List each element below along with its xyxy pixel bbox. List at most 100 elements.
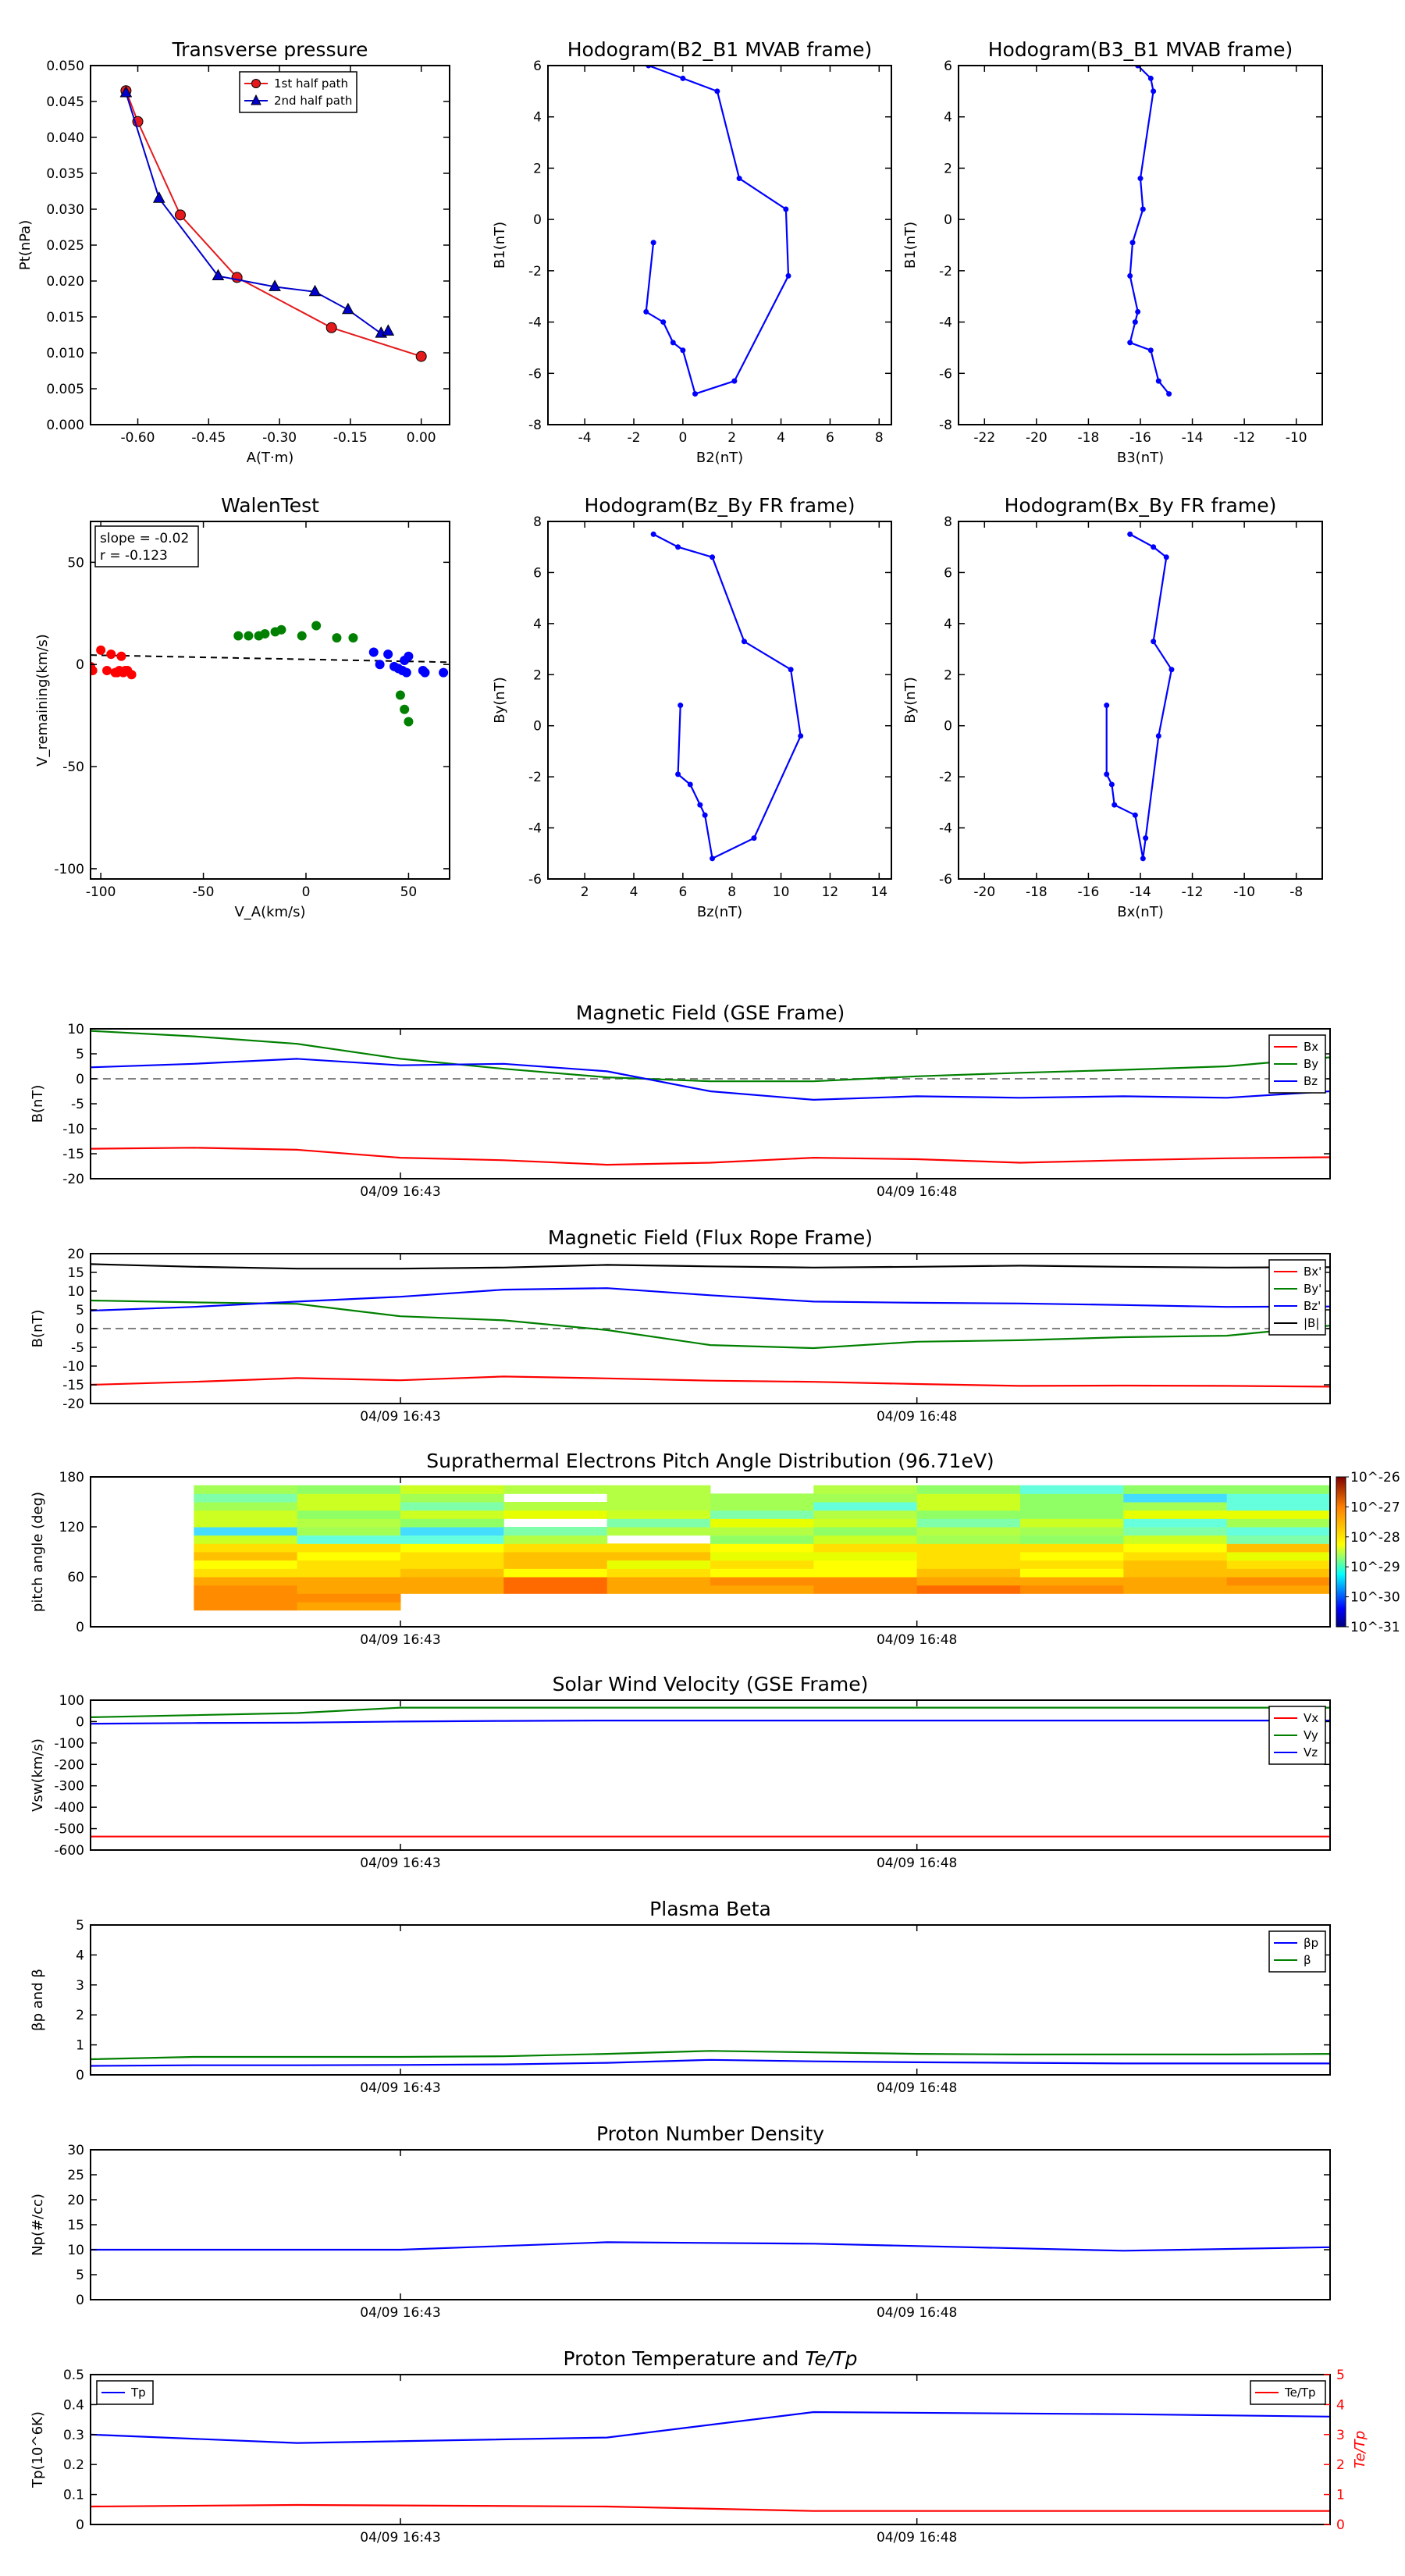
heatmap-cell (1020, 1568, 1124, 1578)
heatmap-cell (194, 1527, 298, 1536)
plot-area (91, 621, 450, 727)
series-line-1 (91, 2050, 1330, 2061)
series-line-1 (91, 1299, 1330, 1350)
heatmap-cell (1226, 1585, 1330, 1594)
y-tick-label: 10 (67, 2243, 84, 2258)
heatmap-cell (194, 1543, 298, 1553)
legend: 1st half path 2nd half path (239, 71, 357, 113)
x-tick-label: -12 (1233, 430, 1255, 446)
data-point (710, 554, 716, 560)
data-point (680, 347, 686, 354)
data-point (91, 666, 98, 676)
x-tick-label: -4 (578, 430, 592, 446)
y-axis-label: Tp(10^6K) (30, 2411, 46, 2489)
heatmap-cell (813, 1585, 918, 1594)
x-tick-label: -20 (973, 884, 995, 900)
y-tick-label: 6 (533, 59, 542, 74)
colorbar-tick-label: 10^-30 (1350, 1590, 1400, 1606)
y-tick-label: 10 (67, 1284, 84, 1300)
heatmap-cell (813, 1560, 918, 1569)
x-tick-label: -18 (1026, 884, 1048, 900)
y-tick-label: -6 (939, 366, 952, 382)
data-point (1163, 554, 1169, 560)
y-tick-label: 0 (76, 2068, 84, 2083)
legend: Te/Tp (1250, 2380, 1326, 2405)
y-tick-label: 5 (76, 1303, 84, 1318)
chart-bgse: Magnetic Field (GSE Frame) 04/09 16:43 04/… (30, 1002, 1331, 1200)
x-tick-label: -14 (1182, 430, 1204, 446)
y-tick-label: 4 (76, 1948, 84, 1963)
x-tick-label: -18 (1078, 430, 1100, 446)
data-point (244, 631, 254, 641)
heatmap-cell (194, 1510, 298, 1519)
axes-frame (547, 521, 892, 880)
y-tick-label: 5 (76, 1918, 84, 1934)
data-point (368, 647, 379, 657)
x-tick-label: 04/09 16:43 (360, 1409, 440, 1425)
data-point (675, 771, 681, 777)
heatmap-cell (400, 1543, 504, 1553)
heatmap-cell (194, 1593, 298, 1603)
y-tick-label: 0 (533, 212, 542, 228)
y-tick-label: 0.5 (63, 2368, 84, 2383)
y-tick-label: 0.010 (46, 346, 84, 361)
heatmap-cell (813, 1568, 918, 1578)
y-axis-label: By(nT) (492, 677, 508, 723)
y-tick-label: 2 (533, 161, 542, 176)
y-tick-label: 20 (67, 2193, 84, 2208)
series-line-0 (91, 1147, 1330, 1166)
y-tick-label: 0 (76, 1620, 84, 1635)
legend-label: β (1304, 1953, 1311, 1967)
data-point (783, 206, 789, 212)
colorbar-tick-label: 10^-29 (1350, 1560, 1400, 1575)
heatmap-cell (710, 1560, 814, 1569)
data-point (1147, 347, 1154, 354)
y-tick-label: 15 (67, 1265, 84, 1281)
y-tick-label: -8 (528, 418, 542, 433)
data-point (710, 856, 716, 862)
y-tick-label: -2 (939, 770, 952, 785)
x-tick-label: -10 (1286, 430, 1307, 446)
heatmap-cell (606, 1560, 711, 1569)
y-tick-label: 0 (76, 2293, 84, 2308)
plot-area (119, 85, 427, 362)
axes-frame (90, 1924, 1331, 2076)
legend-label: Te/Tp (1284, 2386, 1316, 2400)
data-point (714, 88, 720, 94)
heatmap-cell (606, 1493, 711, 1503)
y-tick-label: -400 (54, 1800, 84, 1816)
plot-area (650, 531, 804, 862)
data-point (650, 240, 656, 246)
series-line-0 (1129, 66, 1170, 395)
heatmap-cell (813, 1552, 918, 1561)
heatmap-cell (710, 1577, 814, 1586)
data-point (702, 812, 708, 818)
y-tick-label: -2 (528, 264, 542, 279)
y-tick-label: 10 (67, 1022, 84, 1037)
plot-area (91, 2241, 1330, 2252)
y-tick-label: -50 (62, 760, 84, 775)
heatmap-cell (710, 1518, 814, 1528)
x-tick-label: 04/09 16:43 (360, 1632, 440, 1648)
plot-area (91, 2050, 1330, 2067)
heatmap-cell (1226, 1552, 1330, 1561)
data-point (395, 690, 405, 700)
x-tick-label: -2 (628, 430, 641, 446)
heatmap-cell (1226, 1577, 1330, 1586)
data-point (102, 666, 112, 676)
chart-title: Solar Wind Velocity (GSE Frame) (553, 1673, 869, 1695)
heatmap-cell (503, 1577, 608, 1586)
data-point (401, 667, 411, 678)
axes-frame (547, 65, 892, 425)
y-axis-label: Np(#/cc) (30, 2194, 46, 2256)
y-axis-label: Vsw(km/s) (30, 1738, 46, 1812)
x-axis-label: A(T·m) (247, 450, 294, 466)
heatmap-cell (194, 1602, 298, 1611)
data-point (1166, 391, 1172, 397)
heatmap-cell (606, 1502, 711, 1511)
x-axis-label: Bz(nT) (697, 904, 742, 920)
y-tick-right-label: 3 (1336, 2428, 1345, 2443)
data-point (1127, 340, 1133, 346)
heatmap-cell (710, 1543, 814, 1553)
data-point (678, 703, 684, 709)
